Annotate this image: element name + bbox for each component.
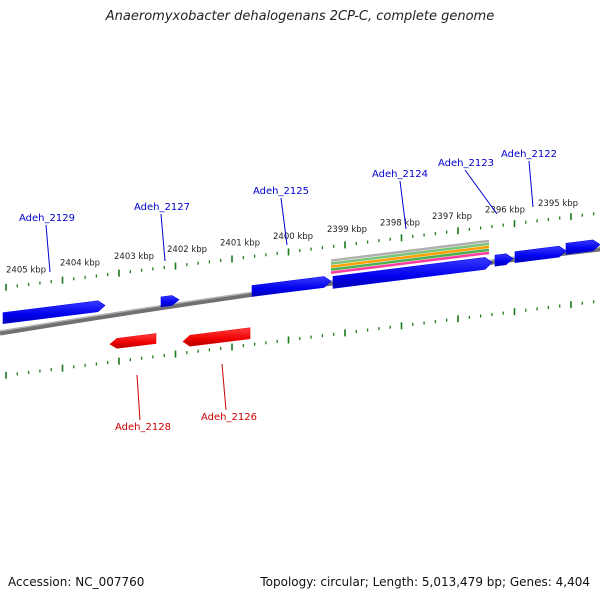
accession-text: Accession: NC_007760 xyxy=(8,575,145,589)
map-title: Anaeromyxobacter dehalogenans 2CP-C, com… xyxy=(105,9,495,24)
gene-arrow-adeh-2129 xyxy=(2,300,106,324)
gene-arrow-adeh-2128 xyxy=(109,333,157,349)
gene-label: Adeh_2129 xyxy=(19,213,75,224)
gene-leader-line xyxy=(221,363,227,411)
gene-label: Adeh_2128 xyxy=(115,422,171,433)
scale-label: 2404 kbp xyxy=(60,259,100,269)
labels: 2405 kbp 2404 kbp 2403 kbp 2402 kbp 2401 kbp… xyxy=(6,149,578,433)
gene-arrow-adeh-2126 xyxy=(182,327,251,347)
scale-label: 2401 kbp xyxy=(220,239,260,249)
gene-leader-line xyxy=(45,224,51,273)
gene-arrow-adeh-2122b xyxy=(565,239,600,255)
scale-ticks xyxy=(5,212,595,379)
feature-annotation-bar xyxy=(330,245,490,268)
scale-label: 2403 kbp xyxy=(114,252,154,262)
gene-leader-line xyxy=(528,160,534,208)
scale-label: 2400 kbp xyxy=(273,232,313,242)
gene-leader-line xyxy=(160,213,166,262)
scale-label: 2395 kbp xyxy=(538,199,578,209)
feature-annotation-bar xyxy=(330,248,490,271)
gene-label: Adeh_2122 xyxy=(501,149,557,160)
gene-leader-line xyxy=(280,197,288,246)
scale-label: 2396 kbp xyxy=(485,205,525,215)
gene-label: Adeh_2125 xyxy=(253,186,309,197)
feature-annotation-bar xyxy=(330,242,490,265)
gene-arrow-adeh-2127 xyxy=(160,295,180,308)
gene-leader-line xyxy=(464,169,498,215)
gene-arrow-adeh-2123 xyxy=(494,253,514,267)
scale-label: 2405 kbp xyxy=(6,265,46,275)
feature-annotation-bar xyxy=(330,239,490,262)
features xyxy=(2,239,600,349)
gene-arrow-adeh-2125 xyxy=(251,276,332,297)
gene-label: Adeh_2123 xyxy=(438,158,494,169)
gene-leader-line xyxy=(399,180,407,230)
feature-annotation-bar xyxy=(330,251,490,274)
scale-label: 2398 kbp xyxy=(380,219,420,229)
topology-text: Topology: circular; Length: 5,013,479 bp… xyxy=(260,575,590,589)
scale-label: 2399 kbp xyxy=(327,225,367,235)
scale-label: 2397 kbp xyxy=(432,212,472,222)
gene-leader-line xyxy=(136,374,141,421)
gene-label: Adeh_2127 xyxy=(134,202,190,213)
gene-label: Adeh_2126 xyxy=(201,412,257,423)
gene-arrow-adeh-2122a xyxy=(514,245,567,263)
gene-arrow-adeh-2124 xyxy=(332,257,493,289)
scale-label: 2402 kbp xyxy=(167,245,207,255)
gene-label: Adeh_2124 xyxy=(372,169,428,180)
